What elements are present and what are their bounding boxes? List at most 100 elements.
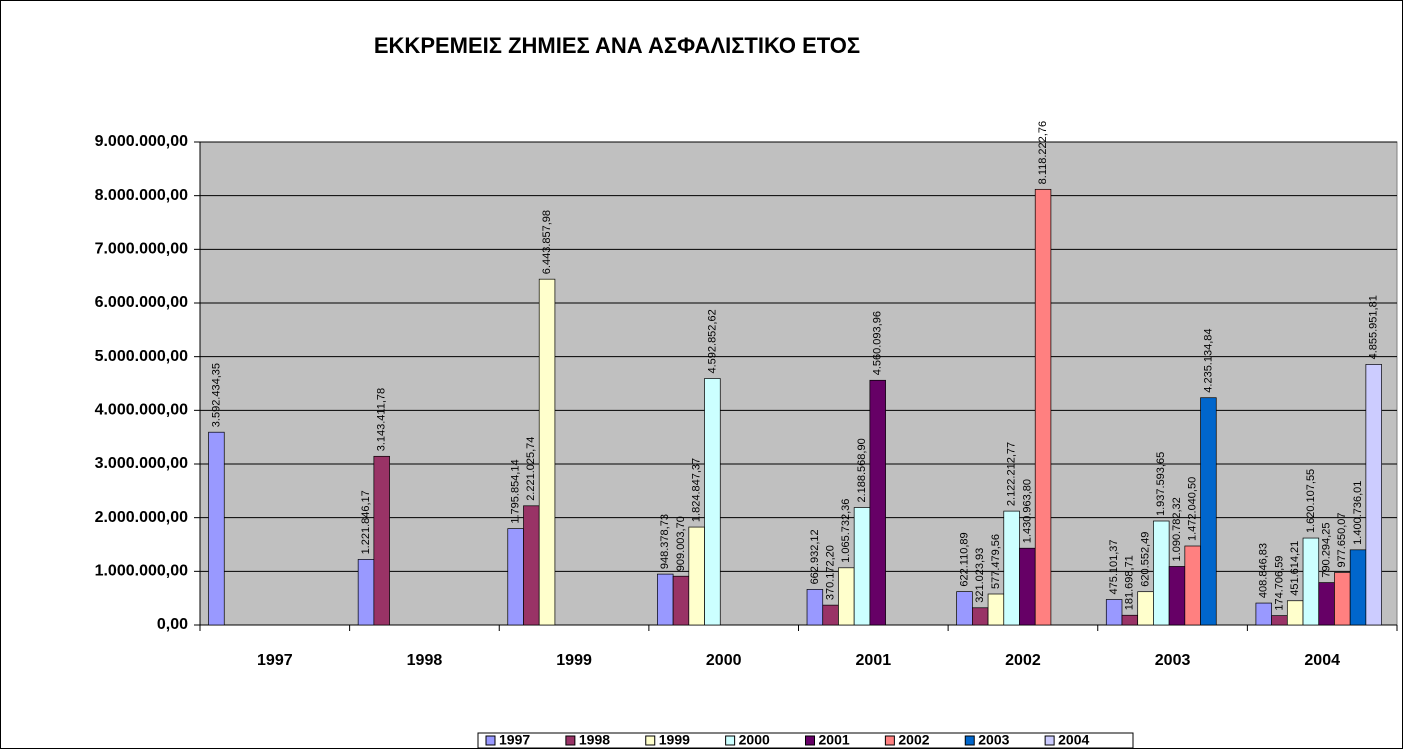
y-tick-label: 5.000.000,00 (95, 348, 189, 365)
y-tick-label: 8.000.000,00 (95, 187, 189, 204)
bar (704, 378, 721, 626)
value-label: 3.143.411,78 (376, 388, 388, 451)
bar (1137, 591, 1154, 626)
legend-label: 2003 (978, 732, 1009, 748)
y-tick-label: 1.000.000,00 (95, 563, 189, 580)
bar (507, 528, 524, 626)
value-label: 4.235.134,84 (1202, 328, 1214, 392)
legend-label: 1999 (659, 732, 690, 748)
value-label: 475.101,37 (1108, 539, 1120, 594)
value-label: 622.110,89 (958, 532, 970, 586)
value-label: 1.430.963,80 (1021, 479, 1033, 543)
x-tick-label: 1997 (257, 652, 293, 669)
value-label: 4.592.852,62 (706, 309, 718, 373)
value-label: 909.003,70 (675, 516, 687, 571)
bar (853, 507, 871, 626)
y-tick-label: 3.000.000,00 (95, 455, 189, 472)
bar (1019, 547, 1036, 626)
bar (208, 431, 225, 626)
legend-swatch (645, 735, 656, 746)
x-tick-label: 2001 (856, 652, 892, 669)
value-label: 1.824.847,37 (691, 458, 703, 522)
x-tick-label: 2003 (1155, 652, 1191, 669)
bar (1271, 615, 1288, 626)
legend-swatch (805, 735, 815, 746)
bar (1302, 537, 1320, 626)
x-tick-label: 2000 (706, 652, 742, 669)
value-label: 1.937.593,65 (1155, 452, 1167, 516)
x-tick-label: 2004 (1304, 652, 1340, 669)
value-label: 2.221.025,74 (525, 437, 537, 501)
value-label: 2.122.212,77 (1006, 442, 1018, 506)
bar (1318, 582, 1335, 626)
bar (657, 573, 674, 626)
bar (972, 607, 989, 626)
y-tick-label: 6.000.000,00 (95, 294, 189, 311)
value-label: 1.090.782,32 (1171, 497, 1183, 561)
value-label: 1.795.854,14 (510, 459, 522, 523)
bar (672, 575, 690, 626)
bar (806, 589, 824, 626)
bar (1003, 510, 1020, 626)
value-label: 1.221.846,17 (360, 490, 372, 554)
value-label: 1.472.040,50 (1187, 477, 1199, 541)
value-label: 181.698,71 (1124, 555, 1136, 610)
bar (1034, 188, 1052, 626)
legend-swatch (725, 735, 736, 746)
y-tick-label: 9.000.000,00 (95, 133, 189, 150)
legend-label: 1997 (499, 732, 530, 748)
bar (1121, 614, 1139, 626)
bar (373, 455, 390, 626)
bar (1365, 364, 1382, 626)
bar (956, 591, 973, 626)
value-label: 2.188.568,90 (856, 438, 868, 502)
bar (523, 505, 540, 626)
x-tick-label: 1998 (407, 652, 443, 669)
value-label: 1.065.732,36 (840, 499, 852, 563)
value-label: 4.855.951,81 (1368, 295, 1380, 359)
value-label: 174.706,59 (1273, 556, 1285, 611)
plot-area (199, 141, 1398, 626)
y-tick-label: 4.000.000,00 (95, 402, 189, 419)
value-label: 370.172,20 (825, 545, 837, 600)
x-tick-label: 1999 (556, 652, 592, 669)
bar (1349, 549, 1367, 626)
value-label: 577.479,56 (990, 534, 1002, 589)
bar (688, 526, 705, 626)
bar (538, 278, 556, 626)
bar (822, 604, 839, 626)
bar (987, 593, 1005, 626)
value-label: 1.400.736,01 (1352, 481, 1364, 545)
value-label: 321.023,93 (974, 548, 986, 603)
bar (1105, 599, 1123, 626)
y-tick-label: 0,00 (157, 616, 188, 633)
value-label: 977.650,07 (1336, 512, 1348, 567)
bar (1184, 545, 1201, 626)
bar (1200, 397, 1217, 626)
legend-swatch (485, 735, 496, 746)
value-label: 408.846,83 (1258, 543, 1270, 598)
legend-swatch (884, 735, 895, 746)
value-label: 948.378,73 (659, 514, 671, 569)
value-label: 451.614,21 (1289, 541, 1301, 596)
value-label: 620.552,49 (1139, 532, 1151, 587)
legend-swatch (1044, 735, 1055, 746)
x-tick-label: 2002 (1005, 652, 1041, 669)
y-tick-label: 7.000.000,00 (95, 241, 189, 258)
bar (1334, 572, 1351, 626)
value-label: 1.620.107,55 (1305, 469, 1317, 533)
value-label: 4.560.093,96 (872, 311, 884, 375)
bar (1153, 520, 1170, 626)
legend-label: 2000 (739, 732, 770, 748)
bar (357, 559, 375, 626)
bar (1286, 600, 1304, 626)
bar (869, 379, 886, 626)
value-label: 662.932,12 (809, 529, 821, 584)
legend-label: 2001 (819, 732, 850, 748)
chart-title: ΕΚΚΡΕΜΕΙΣ ΖΗΜΙΕΣ ΑΝΑ ΑΣΦΑΛΙΣΤΙΚΟ ΕΤΟΣ (374, 33, 860, 58)
bar (1168, 566, 1186, 626)
value-label: 8.118.222,76 (1037, 121, 1049, 184)
legend-label: 1998 (579, 732, 610, 748)
legend-label: 2002 (898, 732, 929, 748)
